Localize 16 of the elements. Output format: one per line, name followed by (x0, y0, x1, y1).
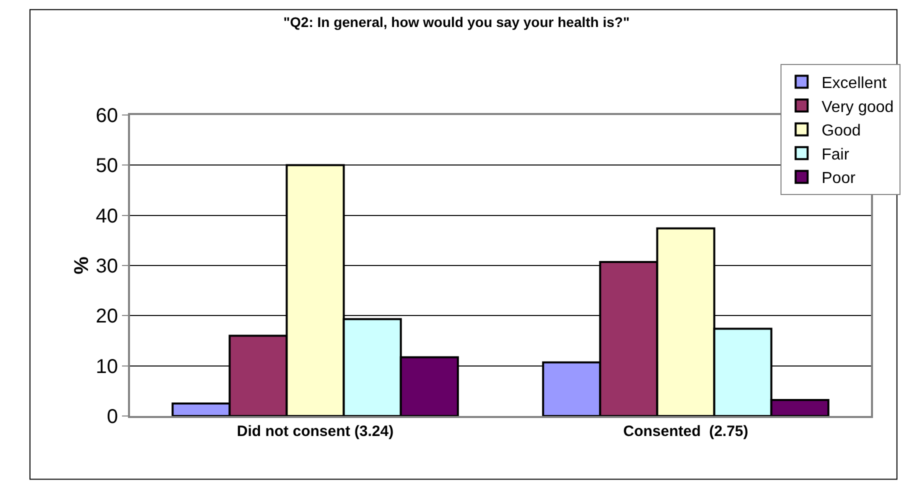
y-tick-label: 10 (96, 356, 118, 378)
legend-label: Poor (822, 170, 856, 188)
legend-label: Very good (822, 98, 894, 116)
x-tick-label: Consented (2.75) (623, 423, 748, 440)
chart-title: "Q2: In general, how would you say your health is?" (283, 14, 630, 30)
y-tick-label: 40 (96, 205, 118, 228)
y-tick-label: 30 (96, 256, 118, 278)
y-tick-label: 60 (96, 105, 118, 127)
y-tick-label: 0 (106, 406, 118, 428)
x-tick-label: Did not consent (3.24) (236, 423, 394, 440)
y-tick-label: 50 (96, 155, 118, 178)
y-axis-title: % (70, 256, 93, 274)
legend-label: Good (822, 122, 861, 140)
legend-label: Excellent (822, 74, 888, 92)
y-tick-label: 20 (96, 306, 118, 328)
legend-label: Fair (822, 146, 850, 164)
